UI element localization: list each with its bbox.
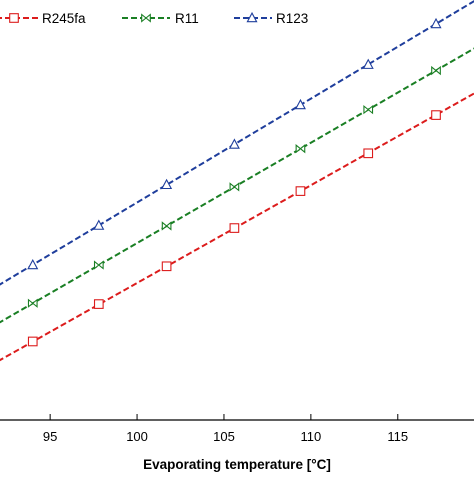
x-tick-label: 105 [213, 429, 235, 444]
data-point [431, 65, 441, 76]
data-point [229, 182, 240, 192]
data-point [27, 258, 39, 270]
data-point [27, 336, 38, 347]
data-point [161, 221, 172, 231]
legend: R245fa R11 R123 [0, 11, 308, 26]
series-r11 [0, 47, 474, 324]
axes: 95 100 105 110 115 [0, 414, 474, 444]
data-point [362, 58, 374, 69]
data-point [430, 17, 442, 29]
legend-label: R245fa [42, 11, 86, 26]
x-tick-label: 95 [43, 429, 57, 444]
data-point [93, 219, 105, 230]
data-point [27, 298, 38, 308]
data-point [295, 186, 306, 196]
data-point [431, 110, 441, 120]
series-r245fa [0, 92, 474, 362]
legend-label: R123 [276, 11, 308, 26]
data-point [161, 261, 172, 272]
x-tick-label: 115 [387, 429, 408, 444]
legend-marker [141, 13, 151, 23]
legend-item-r245fa: R245fa [0, 11, 86, 26]
data-point [363, 104, 374, 115]
series-line [0, 0, 474, 286]
data-point [294, 98, 306, 110]
data-point [93, 299, 104, 309]
data-point [295, 144, 306, 154]
legend-marker [9, 13, 19, 23]
data-point [228, 138, 240, 149]
legend-item-r123: R123 [234, 11, 308, 26]
series-layer [0, 0, 474, 362]
data-point [229, 223, 240, 233]
data-point [363, 148, 374, 159]
x-axis-label: Evaporating temperature [°C] [143, 457, 331, 472]
legend-item-r11: R11 [122, 11, 199, 26]
data-point [93, 260, 104, 270]
x-tick-label: 110 [301, 429, 322, 444]
legend-label: R11 [175, 11, 199, 26]
series-r123 [0, 0, 474, 286]
x-tick-label: 100 [126, 429, 148, 444]
data-point [161, 178, 173, 190]
legend-marker [246, 11, 258, 23]
